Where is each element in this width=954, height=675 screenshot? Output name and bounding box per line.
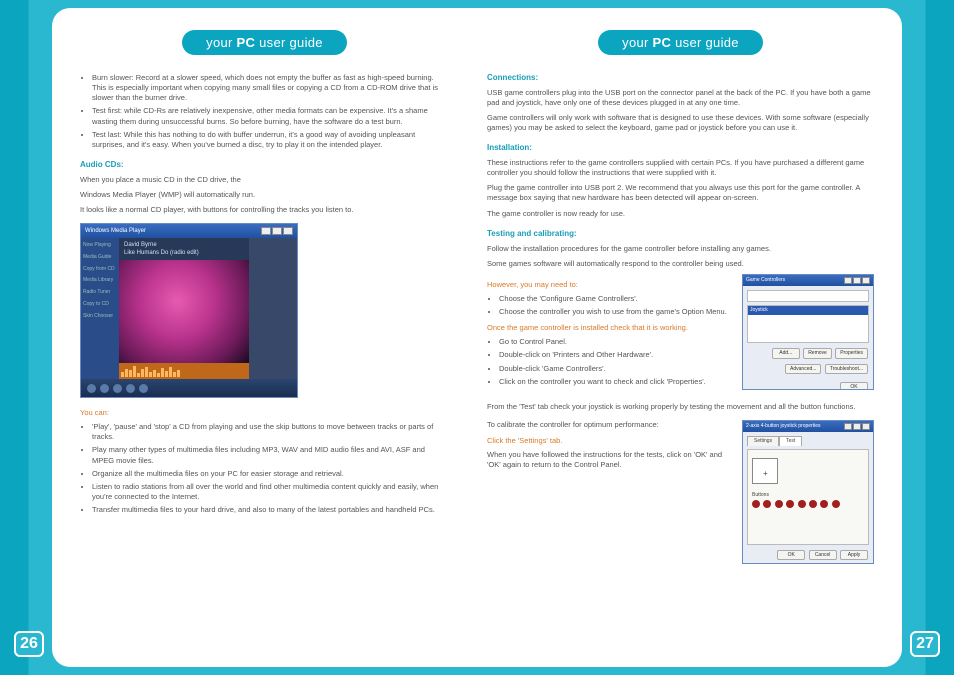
you-can-head: You can: — [80, 408, 449, 418]
burn-tips-list: Burn slower: Record at a slower speed, w… — [80, 73, 449, 150]
joystick-properties-screenshot: 2-axis 4-button joystick properties Sett… — [742, 420, 874, 564]
wmp-equalizer — [119, 363, 249, 379]
you-can-item: 'Play', 'pause' and 'stop' a CD from pla… — [92, 422, 449, 442]
connections-head: Connections: — [487, 73, 874, 84]
wmp-playlist — [249, 238, 297, 379]
game-controllers-screenshot: Game Controllers Joystick Add... Remove … — [742, 274, 874, 390]
window-buttons — [261, 227, 293, 235]
page-right: your PC user guide Connections: USB game… — [477, 8, 902, 667]
audio-p3: It looks like a normal CD player, with b… — [80, 205, 449, 215]
wmp-track-info: David Byrne Like Humans Do (radio edit) — [119, 238, 249, 260]
wmp-title: Windows Media Player — [85, 227, 146, 235]
you-can-list: 'Play', 'pause' and 'stop' a CD from pla… — [80, 422, 449, 515]
you-can-item: Transfer multimedia files to your hard d… — [92, 505, 449, 515]
conn-p1: USB game controllers plug into the USB p… — [487, 88, 874, 108]
wmp-main: David Byrne Like Humans Do (radio edit) — [119, 238, 249, 379]
right-body: Connections: USB game controllers plug i… — [487, 73, 874, 570]
wmp-screenshot: Windows Media Player Now Playing Media G… — [80, 223, 298, 398]
wmp-visualizer — [119, 260, 249, 363]
you-can-item: Organize all the multimedia files on you… — [92, 469, 449, 479]
audio-cds-head: Audio CDs: — [80, 160, 449, 171]
page-number-left: 26 — [14, 631, 44, 657]
audio-p2: Windows Media Player (WMP) will automati… — [80, 190, 449, 200]
burn-tip: Test last: While this has nothing to do … — [92, 130, 449, 150]
header-pill-right: your PC user guide — [598, 30, 763, 55]
you-can-item: Listen to radio stations from all over t… — [92, 482, 449, 502]
wmp-titlebar: Windows Media Player — [81, 224, 297, 238]
inst-p3: The game controller is now ready for use… — [487, 209, 874, 219]
wmp-sidebar: Now Playing Media Guide Copy from CD Med… — [81, 238, 119, 379]
conn-p2: Game controllers will only work with sof… — [487, 113, 874, 133]
test-p2: Some games software will automatically r… — [487, 259, 874, 269]
burn-tip: Burn slower: Record at a slower speed, w… — [92, 73, 449, 103]
testing-head: Testing and calibrating: — [487, 229, 874, 240]
audio-p1: When you place a music CD in the CD driv… — [80, 175, 449, 185]
header-bold: PC — [237, 35, 256, 50]
burn-tip: Test first: while CD-Rs are relatively i… — [92, 106, 449, 126]
header-prefix: your — [206, 35, 236, 50]
header-suffix: user guide — [255, 35, 323, 50]
page-spread: your PC user guide Burn slower: Record a… — [52, 8, 902, 667]
page-left: your PC user guide Burn slower: Record a… — [52, 8, 477, 667]
test-p1: Follow the installation procedures for t… — [487, 244, 874, 254]
left-body: Burn slower: Record at a slower speed, w… — [80, 73, 449, 515]
from-test: From the 'Test' tab check your joystick … — [487, 402, 874, 412]
you-can-item: Play many other types of multimedia file… — [92, 445, 449, 465]
wmp-controls — [81, 379, 297, 397]
inst-p2: Plug the game controller into USB port 2… — [487, 183, 874, 203]
page-number-right: 27 — [910, 631, 940, 657]
inst-p1: These instructions refer to the game con… — [487, 158, 874, 178]
header-pill-left: your PC user guide — [182, 30, 347, 55]
installation-head: Installation: — [487, 143, 874, 154]
